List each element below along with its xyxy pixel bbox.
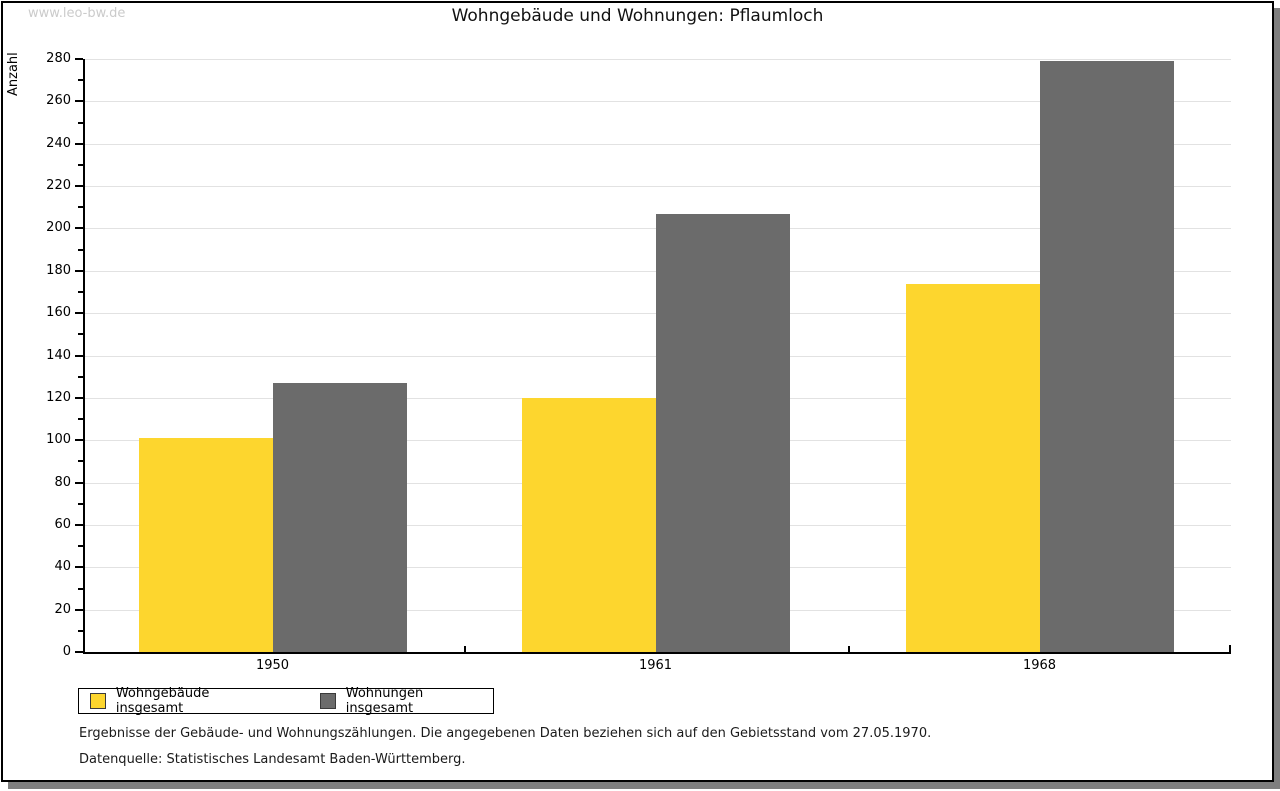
y-major-tick-100 (75, 439, 83, 442)
y-minor-tick-270 (78, 79, 83, 82)
y-minor-tick-130 (78, 375, 83, 378)
y-tick-label-100: 100 (46, 432, 71, 448)
gridline-260 (85, 101, 1231, 103)
y-major-tick-0 (75, 651, 83, 653)
legend-item-wohngebaeude: Wohngebäude insgesamt (90, 686, 279, 716)
watermark: www.leo-bw.de (28, 6, 126, 21)
bar-wohnungen-1968 (1039, 61, 1174, 652)
y-minor-tick-30 (78, 587, 83, 590)
y-minor-tick-70 (78, 502, 83, 505)
x-tick-label-1968: 1968 (1022, 658, 1057, 673)
y-major-tick-280 (75, 58, 83, 60)
y-tick-label-160: 160 (46, 305, 71, 321)
y-major-tick-20 (75, 608, 83, 611)
y-tick-label-220: 220 (46, 178, 71, 194)
legend: Wohngebäude insgesamt Wohnungen insgesam… (78, 686, 494, 716)
y-major-tick-60 (75, 523, 83, 526)
y-axis-line (83, 59, 85, 654)
x-axis-end-tick (1229, 645, 1231, 652)
x-axis-line (83, 652, 1231, 654)
y-tick-label-200: 200 (46, 220, 71, 236)
y-tick-label-240: 240 (46, 135, 71, 151)
y-tick-label-140: 140 (46, 347, 71, 363)
x-boundary-tick-1 (464, 646, 466, 652)
y-minor-tick-50 (78, 545, 83, 548)
chart-title: Wohngebäude und Wohnungen: Pflaumloch (451, 6, 824, 26)
y-tick-label-60: 60 (54, 516, 71, 532)
y-minor-tick-10 (78, 629, 83, 632)
gridline-220 (85, 186, 1231, 188)
legend-label-wohngebaeude: Wohngebäude insgesamt (115, 686, 210, 716)
y-minor-tick-90 (78, 460, 83, 463)
y-tick-label-280: 280 (46, 51, 71, 66)
y-minor-tick-230 (78, 163, 83, 166)
footnote-datenquelle: Datenquelle: Statistisches Landesamt Bad… (79, 752, 466, 767)
legend-swatch-wohnungen (319, 693, 336, 709)
y-tick-label-20: 20 (54, 601, 71, 617)
y-major-tick-160 (75, 312, 83, 315)
bar-wohngebaeude-1968 (905, 283, 1040, 652)
y-tick-label-40: 40 (54, 559, 71, 575)
y-tick-label-0: 0 (62, 644, 71, 659)
x-boundary-tick-2 (847, 646, 850, 652)
y-major-tick-240 (75, 142, 83, 145)
y-minor-tick-210 (78, 206, 83, 209)
y-minor-tick-170 (78, 291, 83, 293)
x-tick-label-1961: 1961 (638, 658, 673, 673)
x-tick-label-1950: 1950 (255, 658, 290, 673)
plot-area: 0 20 40 60 80 100 120 140 160 180 200 220 240 260 280 1… (3, 3, 1272, 780)
bar-wohnungen-1961 (655, 213, 790, 652)
y-minor-tick-190 (78, 248, 83, 251)
y-major-tick-200 (75, 227, 83, 230)
y-major-tick-120 (75, 396, 83, 399)
y-minor-tick-150 (78, 333, 83, 336)
legend-label-wohnungen: Wohnungen insgesamt (345, 686, 424, 716)
y-major-tick-260 (75, 100, 83, 103)
gridline-240 (85, 143, 1231, 145)
y-tick-label-120: 120 (46, 389, 71, 405)
y-major-tick-220 (75, 185, 83, 188)
bar-wohnungen-1950 (272, 383, 407, 652)
y-minor-tick-250 (78, 121, 83, 124)
y-major-tick-180 (75, 269, 83, 272)
bar-wohngebaeude-1961 (521, 397, 656, 652)
y-tick-label-80: 80 (54, 474, 71, 490)
gridline-280 (85, 59, 1231, 60)
y-tick-label-180: 180 (46, 262, 71, 278)
y-tick-label-260: 260 (46, 93, 71, 109)
legend-item-wohnungen: Wohnungen insgesamt (319, 686, 493, 716)
legend-swatch-wohngebaeude (90, 693, 106, 709)
bar-wohngebaeude-1950 (138, 438, 273, 652)
y-major-tick-40 (75, 566, 83, 569)
y-major-tick-80 (75, 481, 83, 484)
y-major-tick-140 (75, 354, 83, 357)
y-minor-tick-110 (78, 418, 83, 420)
footnote-gebietsstand: Ergebnisse der Gebäude- und Wohnungszähl… (79, 726, 932, 741)
